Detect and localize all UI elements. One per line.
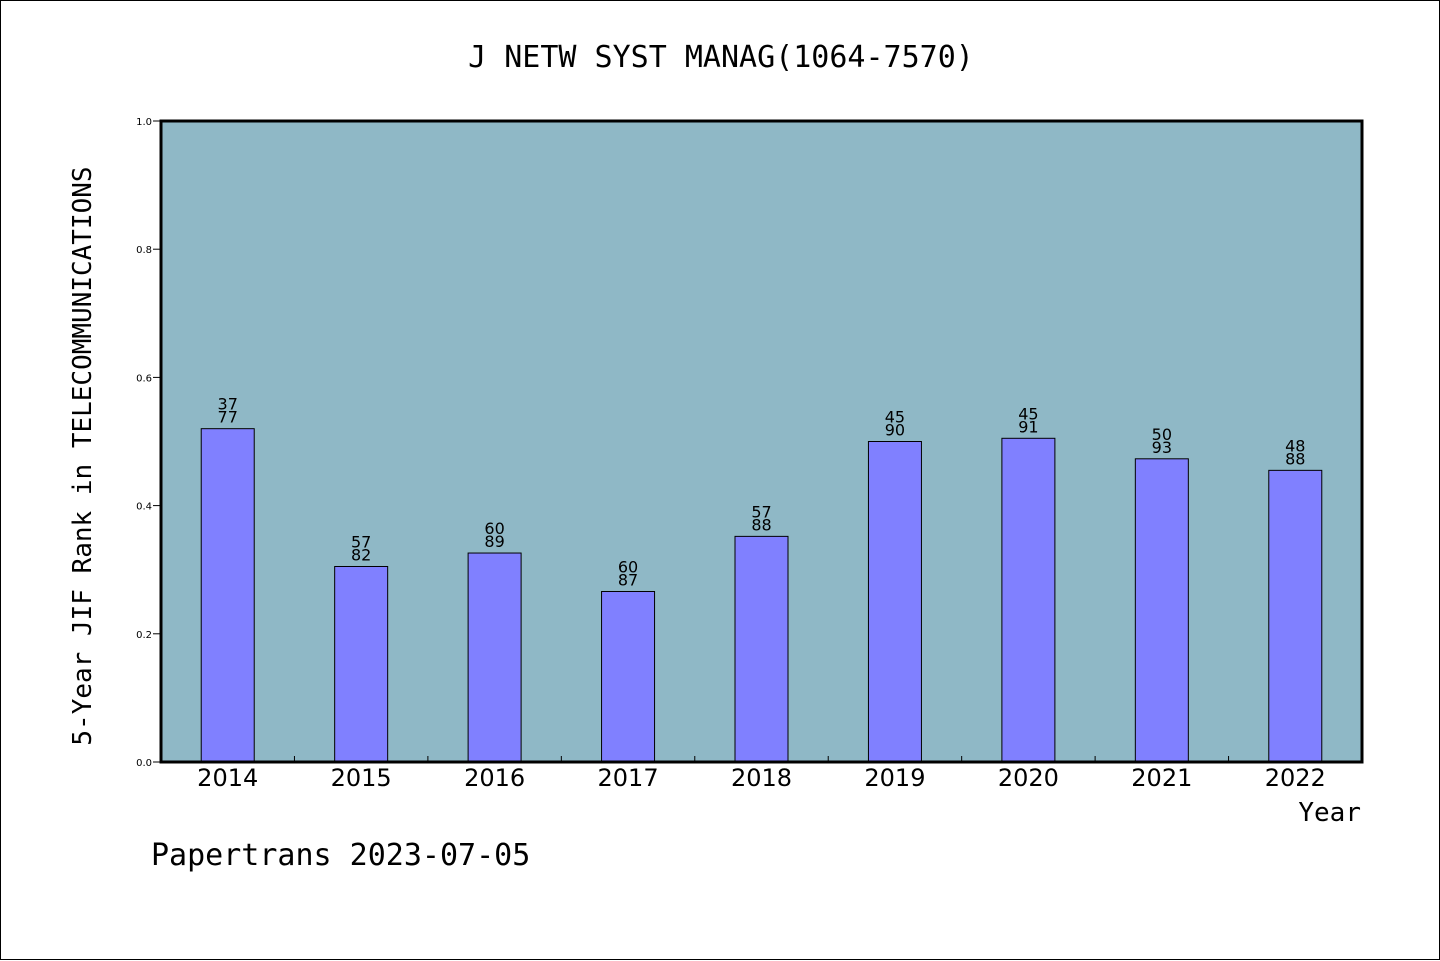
footer-text: Papertrans 2023-07-05 xyxy=(151,838,530,873)
data-label-bottom-2022: 88 xyxy=(1285,449,1305,468)
y-tick-label-0.6: 0.6 xyxy=(136,373,152,384)
bar-2021 xyxy=(1134,458,1189,763)
data-label-top-2019: 45 xyxy=(885,408,905,427)
bar-2020 xyxy=(1001,437,1056,763)
y-tick-label-1.0: 1.0 xyxy=(136,117,152,128)
y-tick-label-0.4: 0.4 xyxy=(136,502,152,513)
data-label-bottom-2021: 93 xyxy=(1152,438,1172,457)
data-label-top-2021: 50 xyxy=(1152,425,1172,444)
data-label-top-2015: 57 xyxy=(351,532,371,551)
x-tick-label-2020: 2020 xyxy=(998,764,1059,792)
x-tick-label-2021: 2021 xyxy=(1131,764,1192,792)
x-tick-label-2014: 2014 xyxy=(197,764,258,792)
data-label-top-2018: 57 xyxy=(751,502,771,521)
plot-border xyxy=(159,119,1364,764)
data-label-top-2022: 48 xyxy=(1285,436,1305,455)
y-tick-label-0.0: 0.0 xyxy=(136,758,152,769)
ticks-group: 2014 2015 2016 2017 2018 2019 2020 2021 2022 0.0 0… xyxy=(136,117,1326,792)
bar-2019 xyxy=(867,441,922,763)
x-tick-label-2022: 2022 xyxy=(1265,764,1326,792)
bar-2014 xyxy=(200,428,255,763)
x-tick-label-2016: 2016 xyxy=(464,764,525,792)
y-axis-label: 5-Year JIF Rank in TELECOMMUNICATIONS xyxy=(68,166,98,745)
bar-2015 xyxy=(334,565,389,763)
x-tick-label-2018: 2018 xyxy=(731,764,792,792)
y-tick-label-0.8: 0.8 xyxy=(136,245,152,256)
y-tick-label-0.2: 0.2 xyxy=(136,630,152,641)
x-tick-label-2015: 2015 xyxy=(331,764,392,792)
data-label-top-2014: 37 xyxy=(218,395,238,414)
bar-2017 xyxy=(601,590,656,763)
bar-2016 xyxy=(467,552,522,763)
data-label-top-2020: 45 xyxy=(1018,404,1038,423)
data-label-bottom-2019: 90 xyxy=(885,421,905,440)
chart-title: J NETW SYST MANAG(1064-7570) xyxy=(468,40,974,75)
data-label-bottom-2015: 82 xyxy=(351,545,371,564)
x-tick-label-2017: 2017 xyxy=(598,764,659,792)
data-label-bottom-2018: 88 xyxy=(751,515,771,534)
data-label-bottom-2017: 87 xyxy=(618,570,638,589)
bar-2022 xyxy=(1268,469,1323,763)
data-label-bottom-2020: 91 xyxy=(1018,417,1038,436)
data-label-top-2017: 60 xyxy=(618,557,638,576)
bar-2018 xyxy=(734,535,789,763)
data-label-bottom-2016: 89 xyxy=(484,532,504,551)
data-label-top-2016: 60 xyxy=(484,519,504,538)
x-axis-label: Year xyxy=(1298,798,1361,828)
data-label-bottom-2014: 77 xyxy=(218,408,238,427)
x-tick-label-2019: 2019 xyxy=(864,764,925,792)
